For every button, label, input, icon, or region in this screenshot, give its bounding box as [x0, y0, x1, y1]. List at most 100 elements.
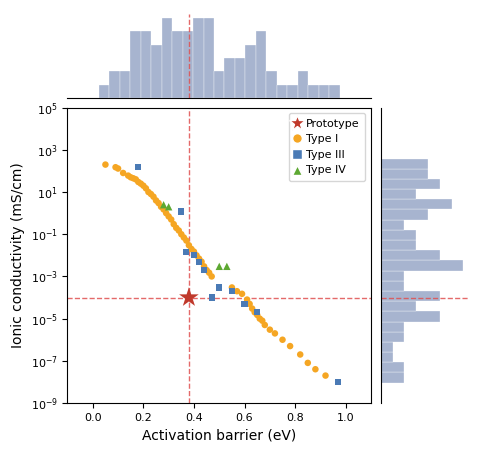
Bar	[172, 31, 183, 98]
Bar	[381, 342, 393, 352]
Point	[177, 230, 185, 238]
Bar	[381, 261, 463, 271]
Bar	[267, 71, 277, 98]
Point	[183, 237, 190, 244]
Bar	[381, 332, 404, 342]
Point	[167, 216, 175, 223]
Point	[335, 378, 342, 386]
Bar	[183, 31, 193, 98]
Bar	[225, 58, 235, 98]
Point	[114, 165, 122, 172]
Bar	[381, 311, 440, 322]
Point	[258, 317, 266, 324]
Bar	[381, 158, 428, 169]
Point	[160, 201, 167, 208]
X-axis label: Activation barrier (eV): Activation barrier (eV)	[142, 428, 296, 442]
Point	[185, 242, 193, 249]
Bar	[256, 31, 267, 98]
Bar	[287, 85, 298, 98]
Point	[157, 203, 165, 210]
Point	[193, 252, 201, 259]
Bar	[151, 44, 161, 98]
Point	[129, 174, 137, 182]
Point	[190, 248, 198, 255]
Point	[147, 191, 155, 198]
Point	[311, 365, 319, 373]
Point	[215, 263, 223, 270]
Point	[321, 372, 329, 379]
Bar	[381, 322, 404, 332]
Point	[180, 234, 187, 241]
Point	[248, 305, 256, 312]
Point	[177, 208, 185, 215]
Point	[296, 351, 304, 358]
Point	[102, 161, 109, 168]
Bar	[193, 18, 203, 98]
Bar	[245, 44, 256, 98]
Point	[170, 220, 177, 228]
Point	[195, 258, 203, 265]
Point	[139, 182, 147, 189]
Point	[198, 258, 205, 265]
Point	[162, 209, 170, 217]
Point	[195, 255, 203, 262]
Point	[200, 263, 208, 270]
Point	[175, 227, 183, 234]
Bar	[381, 250, 440, 261]
Bar	[235, 58, 245, 98]
Point	[142, 185, 150, 192]
Point	[132, 176, 140, 183]
Point	[241, 300, 248, 308]
Point	[238, 290, 246, 298]
Bar	[298, 71, 308, 98]
Point	[134, 164, 142, 171]
Bar	[381, 372, 404, 383]
Bar	[381, 169, 428, 179]
Point	[165, 203, 173, 210]
Point	[286, 343, 294, 350]
Bar	[277, 85, 287, 98]
Bar	[214, 71, 225, 98]
Point	[173, 224, 180, 232]
Point	[200, 267, 208, 274]
Bar	[319, 85, 329, 98]
Legend: Prototype, Type I, Type III, Type IV: Prototype, Type I, Type III, Type IV	[289, 113, 365, 181]
Point	[112, 164, 120, 171]
Point	[160, 206, 167, 213]
Bar	[381, 281, 404, 291]
Point	[304, 359, 312, 366]
Point	[119, 169, 127, 177]
Bar	[381, 291, 440, 301]
Bar	[99, 85, 109, 98]
Point	[208, 273, 215, 280]
Point	[215, 284, 223, 291]
Bar	[329, 85, 340, 98]
Point	[127, 174, 134, 181]
Bar	[381, 240, 416, 250]
Point	[228, 284, 236, 291]
Point	[187, 245, 195, 253]
Bar	[109, 71, 120, 98]
Point	[271, 330, 279, 337]
Point	[165, 213, 173, 220]
Bar	[141, 31, 151, 98]
Point	[223, 263, 231, 270]
Bar	[381, 179, 440, 189]
Point	[155, 199, 162, 207]
Point	[134, 178, 142, 185]
Point	[261, 322, 268, 329]
Point	[256, 315, 264, 322]
Point	[124, 172, 132, 179]
Point	[246, 300, 254, 308]
Point	[243, 296, 251, 303]
Bar	[381, 189, 416, 199]
Point	[183, 248, 190, 255]
Point	[233, 288, 241, 295]
Point	[254, 309, 261, 316]
Bar	[381, 301, 416, 311]
Point	[251, 309, 258, 316]
Bar	[120, 71, 130, 98]
Bar	[381, 352, 393, 362]
Point	[205, 269, 213, 276]
Bar	[381, 362, 404, 372]
